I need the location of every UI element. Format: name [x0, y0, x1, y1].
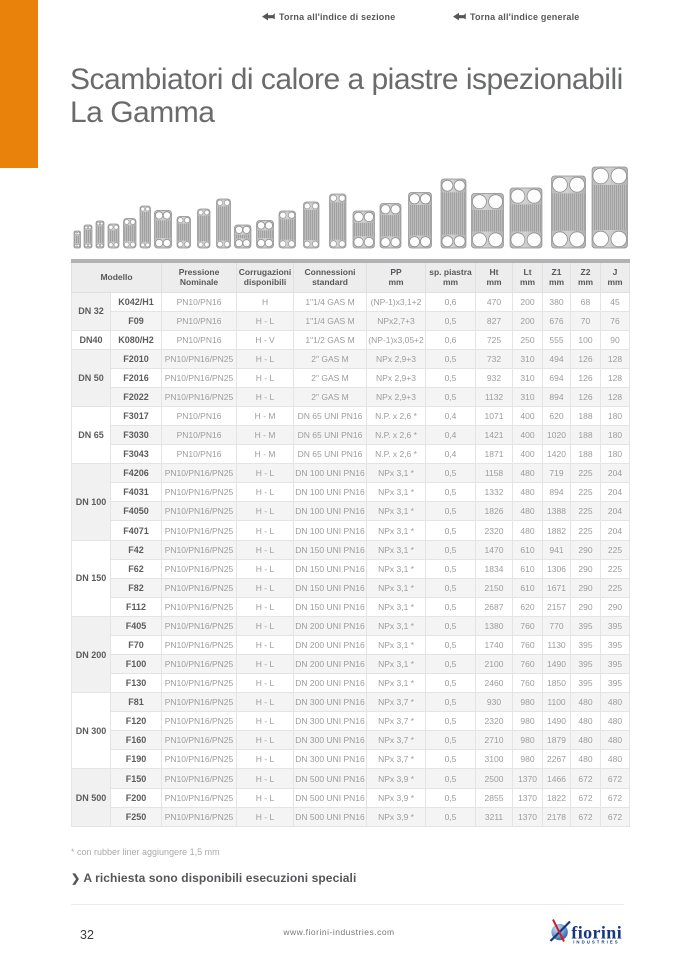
svg-text:INDUSTRIES: INDUSTRIES — [573, 940, 620, 945]
svg-text:fiorini: fiorini — [571, 923, 622, 943]
